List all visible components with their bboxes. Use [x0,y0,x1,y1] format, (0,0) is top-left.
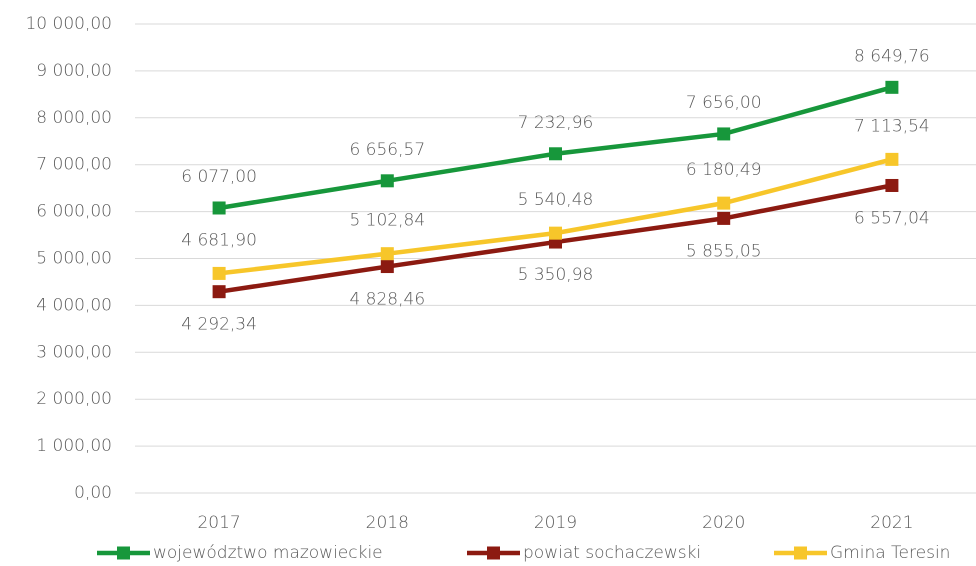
data-label: 6 656,57 [349,140,425,160]
point-marker [380,174,394,188]
y-tick-label: 7 000,00 [36,155,112,175]
data-label: 4 681,90 [181,230,257,250]
data-label: 4 292,34 [181,315,257,335]
data-label: 5 855,05 [686,241,762,261]
y-tick-label: 6 000,00 [36,202,112,222]
point-marker [885,178,899,192]
point-marker [380,247,394,261]
legend-label: Gmina Teresin [830,543,950,563]
legend-label: powiat sochaczewski [523,543,701,563]
y-tick-label: 0,00 [74,483,112,503]
data-label: 6 180,49 [686,160,762,180]
y-tick-label: 2 000,00 [36,389,112,409]
point-marker [212,266,226,280]
legend-marker [487,546,500,560]
y-tick-label: 8 000,00 [36,108,112,128]
y-tick-label: 3 000,00 [36,342,112,362]
point-marker [212,285,226,299]
legend-marker [794,546,807,560]
data-label: 7 656,00 [686,93,762,113]
y-tick-label: 5 000,00 [36,249,112,269]
data-label: 6 077,00 [181,167,257,187]
y-tick-label: 1 000,00 [36,436,112,456]
y-tick-label: 4 000,00 [36,295,112,315]
series-line [218,157,893,276]
point-marker [380,260,394,274]
x-tick-label: 2020 [702,513,745,533]
point-marker [549,226,562,240]
data-label: 7 113,54 [854,116,930,136]
y-tick-label: 10 000,00 [25,14,112,34]
data-label: 5 540,48 [518,190,594,210]
point-marker [549,147,562,161]
x-tick-label: 2018 [366,513,409,533]
legend-label: województwo mazowieckie [153,543,383,563]
data-label: 8 649,76 [854,46,930,66]
x-tick-label: 2017 [197,513,240,533]
data-label: 5 102,84 [349,211,425,231]
point-marker [885,80,899,94]
y-tick-label: 9 000,00 [36,61,112,81]
x-tick-label: 2019 [534,513,577,533]
point-marker [717,196,731,210]
x-tick-label: 2021 [870,513,913,533]
point-marker [885,152,899,166]
legend-marker [117,546,130,560]
point-marker [717,127,731,141]
data-label: 7 232,96 [518,113,594,133]
data-label: 5 350,98 [518,265,594,285]
point-marker [717,211,731,225]
data-label: 4 828,46 [349,290,425,310]
point-marker [212,201,226,215]
data-label: 6 557,04 [854,208,930,228]
